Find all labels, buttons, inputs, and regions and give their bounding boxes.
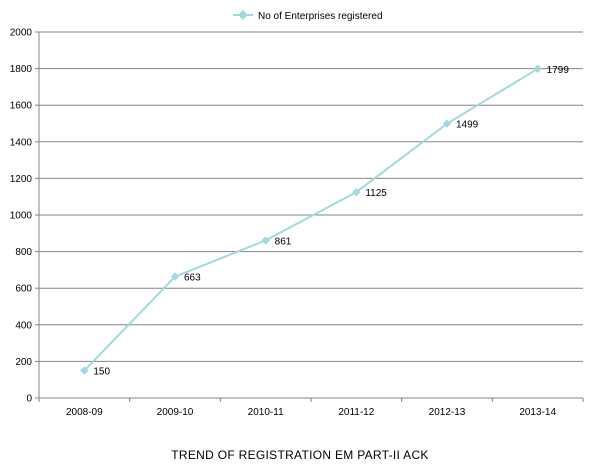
data-label: 150 [93,367,110,378]
x-tick-label: 2013-14 [519,407,556,418]
axes [35,31,584,402]
y-tick-label: 1600 [10,101,33,112]
legend: No of Enterprises registered [233,10,383,22]
grid-lines [39,31,583,399]
series-line-enterprises-registered [83,67,539,372]
y-tick-label: 1400 [10,137,33,148]
x-tick-labels: 2008-09 2009-10 2010-11 2011-12 2012-13 2013-… [66,407,556,418]
data-label: 1799 [547,65,570,76]
y-tick-label: 0 [26,394,32,405]
y-tick-label: 1800 [10,64,33,75]
data-point-marker [352,187,361,197]
data-label: 861 [275,236,292,247]
y-tick-label: 2000 [10,28,33,39]
chart-title: TREND OF REGISTRATION EM PART-II ACK [171,448,429,462]
y-tick-label: 600 [15,284,32,295]
y-tick-label: 400 [15,320,32,331]
x-tick-label: 2009-10 [157,407,194,418]
series-group [80,64,542,375]
x-tick-label: 2010-11 [248,407,284,418]
x-tick-label: 2012-13 [429,407,466,418]
y-tick-labels: 0 200 400 600 800 1000 1200 1400 1600 1800 2000 [10,28,33,405]
data-point-marker [80,366,89,375]
data-point-marker [442,119,452,128]
data-label: 663 [184,273,201,284]
legend-label: No of Enterprises registered [258,11,383,22]
y-tick-label: 1000 [10,211,33,222]
data-labels: 150 663 861 1125 1499 1799 [93,65,569,378]
x-tick-label: 2011-12 [338,407,374,418]
y-tick-label: 800 [15,247,32,258]
data-label: 1125 [365,188,387,199]
legend-marker-icon [238,10,248,20]
data-point-marker [170,272,180,281]
data-point-marker [261,236,270,245]
x-tick-label: 2008-09 [66,407,103,418]
data-label: 1499 [456,120,479,131]
y-tick-label: 200 [15,357,32,368]
y-tick-label: 1200 [10,174,33,185]
